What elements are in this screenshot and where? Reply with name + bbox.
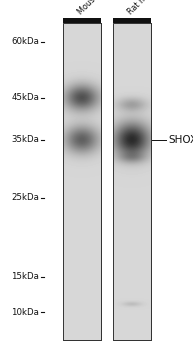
- Text: 25kDa: 25kDa: [11, 193, 39, 202]
- Bar: [63, 18, 101, 23]
- Text: Mouse brain: Mouse brain: [76, 0, 117, 16]
- Text: 60kDa: 60kDa: [11, 37, 39, 47]
- Bar: [113, 23, 151, 340]
- Text: SHOX: SHOX: [168, 135, 193, 145]
- Bar: [113, 18, 151, 23]
- Text: 35kDa: 35kDa: [11, 135, 39, 145]
- Bar: [63, 23, 101, 340]
- Bar: [63, 23, 101, 340]
- Bar: [113, 23, 151, 340]
- Text: 15kDa: 15kDa: [11, 272, 39, 281]
- Text: Rat heart: Rat heart: [126, 0, 159, 16]
- Text: 45kDa: 45kDa: [11, 93, 39, 103]
- Text: 10kDa: 10kDa: [11, 308, 39, 317]
